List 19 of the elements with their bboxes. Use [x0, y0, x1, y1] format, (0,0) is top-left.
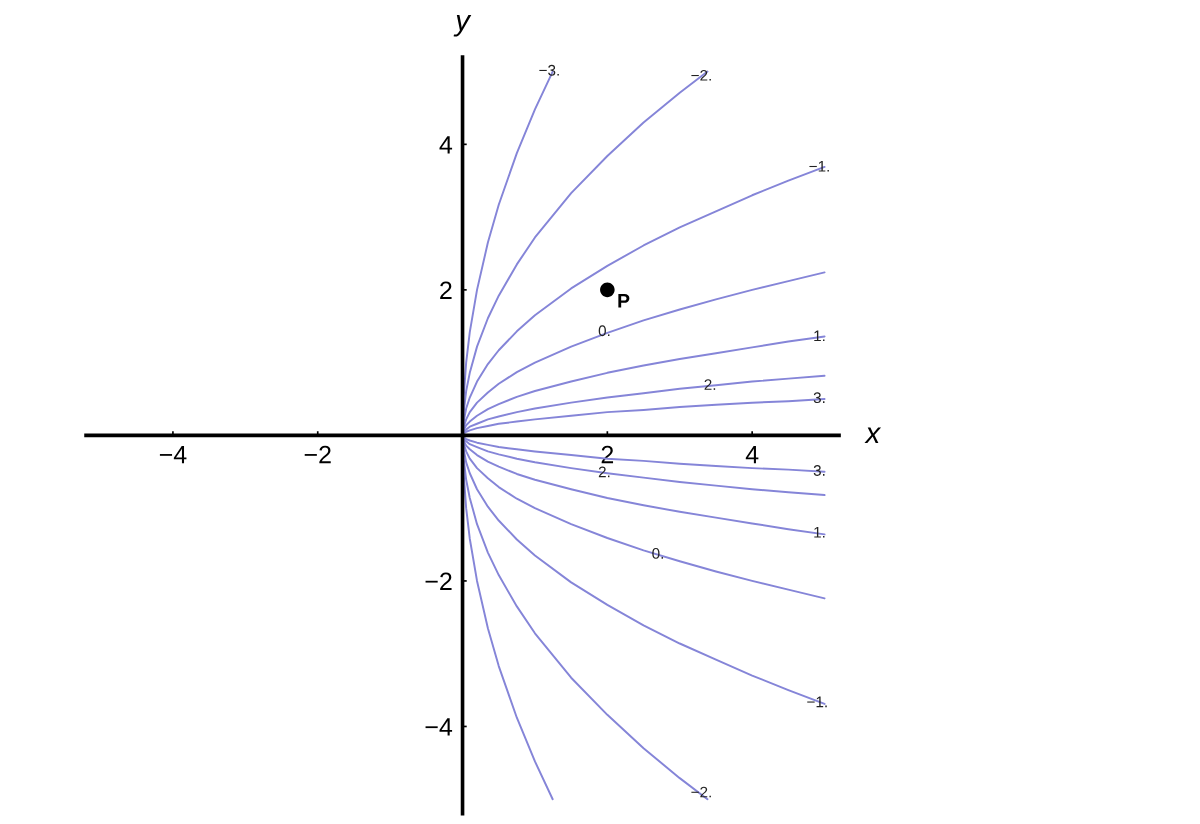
y-tick-label: −4	[425, 718, 453, 736]
y-tick-label: 4	[439, 136, 453, 154]
annotation: 0.	[598, 325, 610, 337]
x-tick-label: 2	[601, 445, 614, 464]
x-axis-title: x	[864, 427, 882, 443]
annotation: 3.	[813, 465, 825, 476]
annotation: −1.	[809, 161, 829, 172]
x-tick-label: −4	[159, 446, 187, 464]
annotation: 0.	[652, 548, 664, 559]
x-tick-label: 4	[745, 446, 759, 464]
y-axis-title: y	[453, 15, 472, 37]
annotation: 1.	[814, 330, 825, 342]
y-tick-label: 2	[440, 281, 452, 299]
annotation: −3.	[539, 64, 559, 76]
annotation: 2.	[704, 379, 716, 390]
series-label: P	[618, 294, 630, 308]
annotation: 2.	[598, 466, 610, 478]
y-tick-label: −2	[425, 572, 452, 590]
x-tick-label: −2	[304, 445, 331, 464]
